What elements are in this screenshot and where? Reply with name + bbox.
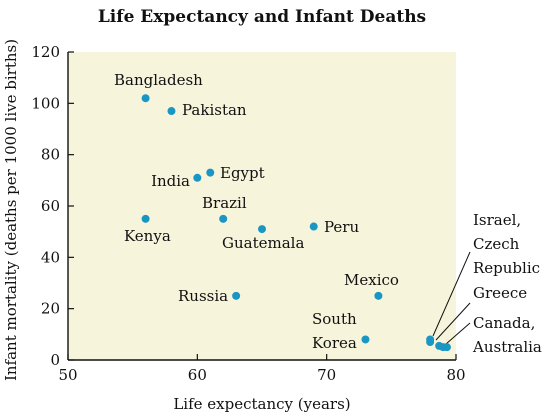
- point-label: Mexico: [344, 271, 399, 289]
- axis-ticks: 50 60 70 80 0 20 40 60 80 100 120: [31, 43, 465, 384]
- point-label: Israel, Czech Republic: [473, 211, 540, 277]
- leader-line: [432, 251, 471, 337]
- data-point: [193, 173, 202, 182]
- point-label: Egypt: [220, 164, 265, 182]
- data-points: [141, 94, 451, 352]
- leader-line: [445, 322, 471, 345]
- x-tick-label: 70: [317, 366, 336, 384]
- label-leader-lines: [432, 251, 471, 345]
- point-label: Bangladesh: [114, 71, 203, 89]
- y-tick-label: 20: [41, 300, 60, 318]
- data-point: [258, 225, 266, 234]
- point-label: Pakistan: [182, 101, 247, 119]
- data-point: [232, 291, 241, 300]
- x-axis-title: Life expectancy (years): [173, 395, 350, 413]
- data-point: [141, 214, 150, 223]
- y-axis-title: Infant mortality (deaths per 1000 live b…: [2, 39, 20, 381]
- y-tick-label: 100: [31, 94, 60, 112]
- y-tick-label: 60: [41, 197, 60, 215]
- point-label: Guatemala: [222, 234, 304, 252]
- data-point: [141, 94, 150, 103]
- y-tick-label: 120: [31, 43, 60, 61]
- chart-title: Life Expectancy and Infant Deaths: [98, 7, 426, 27]
- data-point: [206, 168, 215, 177]
- y-tick-label: 0: [50, 351, 60, 369]
- point-label: South Korea: [312, 310, 357, 352]
- x-tick-label: 60: [188, 366, 207, 384]
- y-tick-label: 80: [41, 146, 60, 164]
- x-tick-label: 50: [58, 366, 77, 384]
- leader-line: [435, 302, 471, 341]
- point-label: Greece: [473, 284, 527, 302]
- data-point: [167, 107, 176, 116]
- point-label: India: [151, 172, 190, 190]
- point-label: Kenya: [124, 227, 171, 245]
- data-point: [361, 335, 370, 344]
- y-tick-label: 40: [41, 248, 60, 266]
- point-label: Russia: [178, 287, 228, 305]
- data-point: [426, 338, 435, 347]
- x-tick-label: 80: [446, 366, 465, 384]
- data-point: [374, 291, 383, 300]
- data-point: [219, 214, 228, 223]
- point-label: Brazil: [202, 194, 247, 212]
- data-point: [442, 343, 451, 352]
- point-label: Peru: [324, 218, 359, 236]
- data-point: [309, 222, 318, 231]
- plot-area: [68, 52, 456, 360]
- point-labels: Bangladesh Pakistan India Egypt Brazil Kenya G…: [114, 71, 542, 356]
- point-label: Canada, Australia: [472, 314, 542, 356]
